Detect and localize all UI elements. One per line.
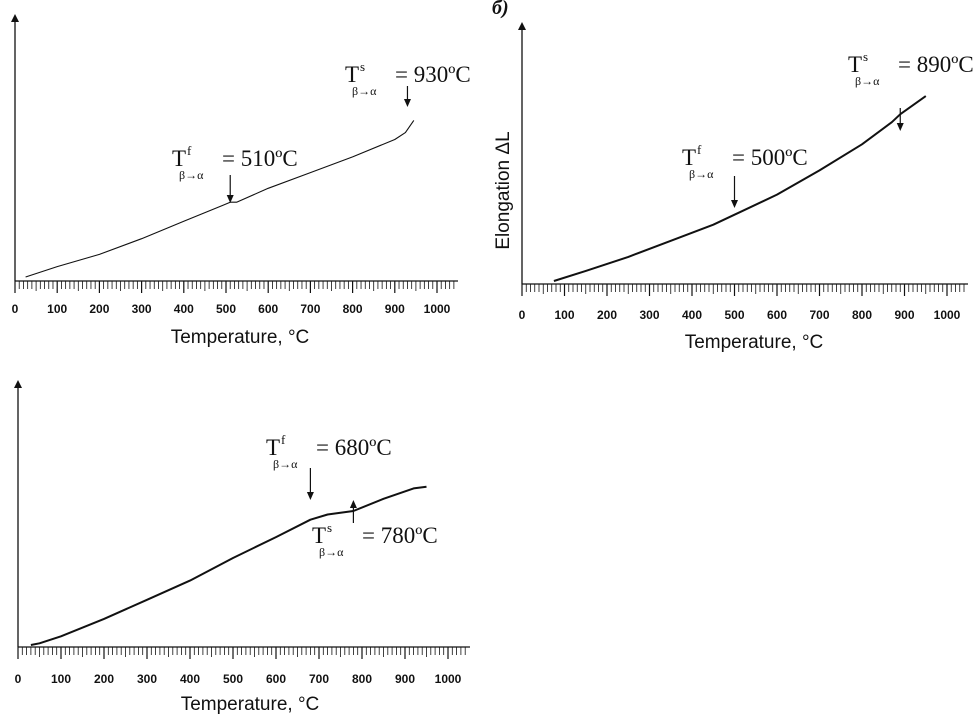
series-line (553, 95, 927, 282)
chart-panel-2: 0 100 200 300 400 500 600 700 800 900 1000 Temperat… (492, 0, 974, 353)
x-tick-label: 900 (395, 672, 415, 686)
x-tick-label: 200 (94, 672, 114, 686)
annotation-superscript: f (281, 432, 286, 447)
annotation-symbol: T (345, 62, 359, 87)
x-tick-label: 500 (724, 308, 744, 322)
x-ticks: 0 100 200 300 400 500 600 700 800 900 1000 (15, 647, 466, 686)
series-line (25, 120, 415, 278)
annotation-arrowhead (896, 123, 904, 131)
x-tick-label: 700 (809, 308, 829, 322)
y-axis-arrow (518, 22, 526, 30)
x-tick-label: 300 (639, 308, 659, 322)
annotation-value: = 780ºC (362, 523, 438, 548)
annotation-superscript: f (187, 143, 192, 158)
y-axis-label: Elongation ΔL (493, 131, 514, 249)
x-axis-label: Temperature, °C (171, 327, 310, 348)
y-axis-arrow (11, 14, 19, 22)
annotation-symbol: T (266, 435, 280, 460)
x-axis-label: Temperature, °C (685, 332, 824, 353)
x-tick-label: 1000 (424, 302, 451, 316)
x-tick-label: 700 (300, 302, 320, 316)
annotation-value: = 930ºC (395, 62, 471, 87)
annotation-value: = 680ºC (316, 435, 392, 460)
x-tick-label: 500 (216, 302, 236, 316)
x-tick-label: 600 (767, 308, 787, 322)
x-tick-label: 700 (309, 672, 329, 686)
x-tick-label: 400 (682, 308, 702, 322)
annotation-arrowhead (349, 500, 357, 508)
annotation-symbol: T (682, 145, 696, 170)
annotation-symbol: T (172, 146, 186, 171)
y-axis-arrow (14, 380, 22, 388)
panel-label: б) (492, 0, 509, 19)
chart-panel-3: 0 100 200 300 400 500 600 700 800 900 1000 Temperat… (14, 380, 470, 715)
x-axis-label: Temperature, °C (181, 694, 320, 715)
annotation-superscript: f (697, 142, 702, 157)
x-tick-label: 0 (12, 302, 19, 316)
x-tick-label: 400 (180, 672, 200, 686)
x-tick-label: 100 (47, 302, 67, 316)
x-tick-label: 300 (137, 672, 157, 686)
x-tick-label: 100 (51, 672, 71, 686)
annotation-subscript: β→α (689, 167, 714, 181)
x-tick-label: 400 (174, 302, 194, 316)
x-tick-label: 900 (385, 302, 405, 316)
annotation-value: = 510ºC (222, 146, 298, 171)
x-tick-label: 1000 (435, 672, 462, 686)
x-ticks: 0 100 200 300 400 500 600 700 800 900 1000 (519, 284, 965, 322)
x-tick-label: 900 (894, 308, 914, 322)
annotation-superscript: s (360, 59, 365, 74)
x-ticks: 0 100 200 300 400 500 600 700 800 900 1000 (12, 281, 455, 316)
annotation-superscript: s (327, 520, 332, 535)
x-tick-label: 0 (519, 308, 526, 322)
annotation-value: = 500ºC (732, 145, 808, 170)
annotation-superscript: s (863, 49, 868, 64)
annotation-subscript: β→α (179, 168, 204, 182)
x-tick-label: 200 (89, 302, 109, 316)
x-tick-label: 800 (852, 308, 872, 322)
x-tick-label: 300 (132, 302, 152, 316)
x-tick-label: 800 (352, 672, 372, 686)
x-tick-label: 100 (554, 308, 574, 322)
x-tick-label: 0 (15, 672, 22, 686)
series-line (30, 485, 427, 646)
x-tick-label: 600 (266, 672, 286, 686)
annotation-subscript: β→α (319, 545, 344, 559)
x-tick-label: 500 (223, 672, 243, 686)
chart-panel-1: 0 100 200 300 400 500 600 700 800 900 1000 Temperat… (11, 14, 471, 348)
annotation-arrowhead (226, 195, 234, 203)
annotation-subscript: β→α (273, 457, 298, 471)
x-tick-label: 200 (597, 308, 617, 322)
annotation-arrowhead (403, 99, 411, 107)
annotation-value: = 890ºC (898, 52, 974, 77)
x-tick-label: 800 (343, 302, 363, 316)
x-tick-label: 1000 (934, 308, 961, 322)
annotation-arrowhead (731, 200, 738, 208)
annotation-arrowhead (306, 492, 314, 500)
annotation-subscript: β→α (352, 84, 377, 98)
x-tick-label: 600 (258, 302, 278, 316)
annotation-symbol: T (312, 523, 326, 548)
annotation-subscript: β→α (855, 74, 880, 88)
annotation-symbol: T (848, 52, 862, 77)
